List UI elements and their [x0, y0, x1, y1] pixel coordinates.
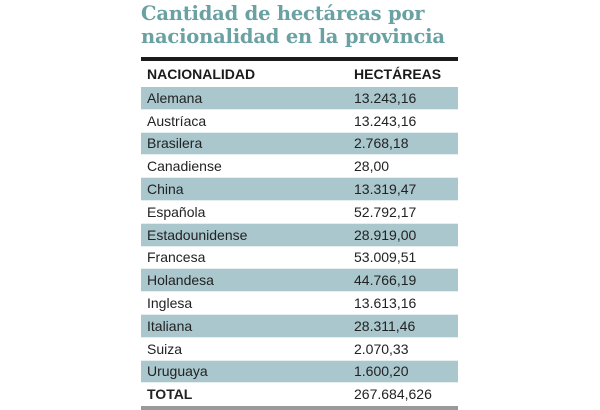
- cell-hectareas: 2.768,18: [354, 135, 409, 152]
- table-row: Uruguaya 1.600,20: [141, 360, 458, 384]
- cell-hectareas: 1.600,20: [354, 363, 409, 380]
- bottom-rule-divider: [141, 406, 458, 410]
- cell-hectareas: 2.070,33: [354, 340, 409, 357]
- cell-nacionalidad: Suiza: [147, 340, 183, 357]
- table-row: Canadiense 28,00: [141, 155, 458, 179]
- table-row: Inglesa 13.613,16: [141, 292, 458, 315]
- table-row: Holandesa 44.766,19: [141, 269, 458, 293]
- cell-nacionalidad: Inglesa: [147, 295, 193, 312]
- table-row: Brasilera 2.768,18: [141, 132, 458, 156]
- cell-nacionalidad: Canadiense: [147, 158, 222, 175]
- table-row: Francesa 53.009,51: [141, 247, 458, 270]
- table-total-row: TOTAL 267.684,626: [141, 383, 458, 405]
- cell-nacionalidad: China: [147, 181, 184, 198]
- total-value: 267.684,626: [354, 386, 432, 403]
- cell-hectareas: 52.792,17: [354, 203, 417, 220]
- cell-hectareas: 44.766,19: [354, 272, 417, 289]
- cell-nacionalidad: Española: [147, 203, 206, 220]
- total-label: TOTAL: [147, 386, 193, 403]
- table-header-row: NACIONALIDAD HECTÁREAS: [141, 61, 458, 87]
- cell-hectareas: 28.919,00: [354, 226, 417, 243]
- table-row: Suiza 2.070,33: [141, 338, 458, 361]
- cell-hectareas: 28,00: [354, 158, 390, 175]
- cell-nacionalidad: Holandesa: [147, 272, 214, 289]
- table-row: Austríaca 13.243,16: [141, 110, 458, 133]
- column-header-hectareas: HECTÁREAS: [354, 66, 442, 82]
- cell-nacionalidad: Austríaca: [147, 112, 207, 129]
- table-row: Estadounidense 28.919,00: [141, 223, 458, 247]
- table-row: Italiana 28.311,46: [141, 314, 458, 338]
- top-rule-divider: [141, 57, 458, 61]
- table-row: China 13.319,47: [141, 178, 458, 201]
- table-row: Española 52.792,17: [141, 201, 458, 224]
- cell-nacionalidad: Italiana: [147, 317, 193, 334]
- cell-nacionalidad: Uruguaya: [147, 363, 208, 380]
- column-header-nacionalidad: NACIONALIDAD: [147, 66, 256, 82]
- cell-hectareas: 28.311,46: [354, 317, 416, 334]
- cell-nacionalidad: Alemana: [147, 89, 203, 106]
- cell-hectareas: 13.319,47: [354, 181, 417, 198]
- table-row: Alemana 13.243,16: [141, 87, 458, 110]
- cell-hectareas: 13.243,16: [354, 112, 417, 129]
- cell-hectareas: 13.613,16: [354, 295, 417, 312]
- cell-hectareas: 53.009,51: [354, 249, 417, 266]
- cell-nacionalidad: Francesa: [147, 249, 206, 266]
- table-body: Alemana 13.243,16 Austríaca 13.243,16 Br…: [141, 87, 458, 384]
- cell-nacionalidad: Brasilera: [147, 135, 203, 152]
- cell-nacionalidad: Estadounidense: [147, 226, 248, 243]
- cell-hectareas: 13.243,16: [354, 89, 417, 106]
- hectares-table: NACIONALIDAD HECTÁREAS Alemana 13.243,16…: [141, 57, 458, 410]
- page-title: Cantidad de hectáreas por nacionalidad e…: [141, 2, 445, 48]
